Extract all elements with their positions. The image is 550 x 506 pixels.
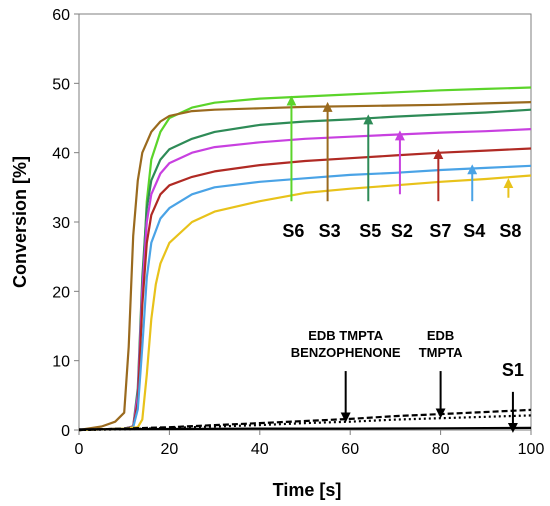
- annotation-text: S1: [502, 360, 524, 380]
- x-tick-label: 40: [251, 441, 269, 458]
- series-line-s8: [78, 174, 532, 432]
- x-tick-label: 60: [341, 441, 359, 458]
- y-tick-label: 20: [52, 284, 70, 301]
- y-tick-label: 60: [52, 7, 70, 24]
- annotation-text: EDB TMPTA: [308, 328, 383, 343]
- series-line-edb-tmpta-benzophenone: [78, 408, 532, 432]
- series-label-s5: S5: [359, 221, 381, 241]
- series-labels: S6 S3 S5 S2 S7 S4 S8: [282, 95, 521, 241]
- series-line-edb-tmpta: [78, 414, 532, 432]
- y-tick-label: 30: [52, 215, 70, 232]
- x-tick-label: 0: [75, 441, 84, 458]
- annotations: EDB TMPTA BENZOPHENONE EDB TMPTA S1: [291, 328, 524, 433]
- series-label-s4: S4: [463, 221, 485, 241]
- y-tick-label: 0: [61, 423, 70, 440]
- y-axis-title: Conversion [%]: [10, 156, 30, 288]
- x-tick-label: 20: [161, 441, 179, 458]
- series-line-s4: [78, 164, 532, 432]
- x-tick-label: 100: [518, 441, 545, 458]
- y-tick-label: 40: [52, 146, 70, 163]
- series-label-s8: S8: [499, 221, 521, 241]
- series-line-s3: [78, 101, 532, 432]
- annotation-text: BENZOPHENONE: [291, 345, 401, 360]
- series-label-s6: S6: [282, 221, 304, 241]
- y-tick-label: 50: [52, 76, 70, 93]
- series-label-s3: S3: [319, 221, 341, 241]
- x-tick-label: 80: [432, 441, 450, 458]
- series-label-s7: S7: [429, 221, 451, 241]
- series-lines: [78, 86, 532, 432]
- annotation-text: TMPTA: [419, 345, 463, 360]
- x-axis-title: Time [s]: [273, 480, 342, 500]
- series-label-s2: S2: [391, 221, 413, 241]
- axes: 0 20 40 60 80 100 0 10 20 30 40 50 60: [52, 7, 544, 458]
- annotation-text: EDB: [427, 328, 454, 343]
- y-tick-label: 10: [52, 354, 70, 371]
